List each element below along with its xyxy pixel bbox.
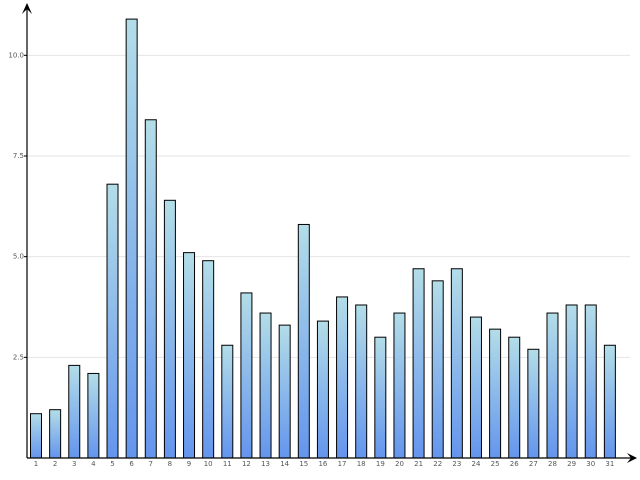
x-tick-label: 31 [605, 460, 614, 468]
x-tick-label: 6 [129, 460, 134, 468]
y-tick-label: 2.5 [13, 353, 24, 361]
bar [68, 364, 81, 459]
x-tick-label: 3 [72, 460, 76, 468]
bar [221, 344, 234, 459]
x-axis-arrow [627, 453, 637, 463]
x-tick-label: 11 [223, 460, 232, 468]
bar [412, 268, 425, 459]
y-tick-label: 5.0 [13, 253, 24, 261]
x-tick-label: 8 [168, 460, 172, 468]
bar [336, 296, 349, 459]
x-tick-label: 1 [34, 460, 38, 468]
bar [163, 199, 176, 459]
bar [546, 312, 559, 459]
x-tick-label: 26 [510, 460, 519, 468]
x-tick-label: 28 [548, 460, 557, 468]
x-tick-label: 13 [261, 460, 270, 468]
x-tick-label: 30 [586, 460, 595, 468]
bar [30, 413, 42, 459]
bar [374, 336, 387, 459]
x-tick-label: 21 [414, 460, 423, 468]
x-tick-label: 12 [242, 460, 251, 468]
bar [144, 119, 157, 459]
bar [183, 252, 196, 459]
x-tick-label: 16 [318, 460, 327, 468]
x-tick-label: 19 [376, 460, 385, 468]
bar [202, 260, 215, 459]
x-tick-label: 14 [280, 460, 289, 468]
y-tick-label: 7.5 [13, 152, 24, 160]
bar [316, 320, 329, 459]
x-tick-label: 5 [110, 460, 114, 468]
x-tick-label: 27 [529, 460, 538, 468]
x-tick-label: 15 [299, 460, 308, 468]
bar [450, 268, 463, 459]
x-tick-label: 24 [472, 460, 481, 468]
bar [603, 344, 616, 459]
x-tick-label: 10 [204, 460, 213, 468]
bar [106, 183, 119, 459]
x-tick-label: 18 [357, 460, 366, 468]
x-tick-label: 9 [187, 460, 191, 468]
bar [125, 18, 138, 459]
x-tick-label: 22 [433, 460, 442, 468]
bar [393, 312, 406, 459]
bar [297, 223, 310, 459]
bar [278, 324, 291, 459]
x-tick-label: 23 [452, 460, 461, 468]
bar [259, 312, 272, 459]
bar [565, 304, 578, 459]
y-tick-label: 10.0 [8, 51, 24, 59]
bar [584, 304, 597, 459]
bar [240, 292, 253, 459]
x-tick-label: 29 [567, 460, 576, 468]
x-tick-label: 20 [395, 460, 404, 468]
bar [469, 316, 482, 459]
bar [431, 280, 444, 459]
x-tick-label: 17 [338, 460, 347, 468]
bar [508, 336, 521, 459]
x-tick-label: 25 [491, 460, 500, 468]
bar [527, 348, 540, 459]
bar [489, 328, 502, 459]
bar [87, 372, 100, 459]
bar [355, 304, 368, 459]
x-tick-label: 4 [91, 460, 96, 468]
bar [49, 409, 62, 459]
x-tick-label: 2 [53, 460, 57, 468]
x-tick-label: 7 [149, 460, 153, 468]
y-axis-arrow [22, 3, 32, 14]
